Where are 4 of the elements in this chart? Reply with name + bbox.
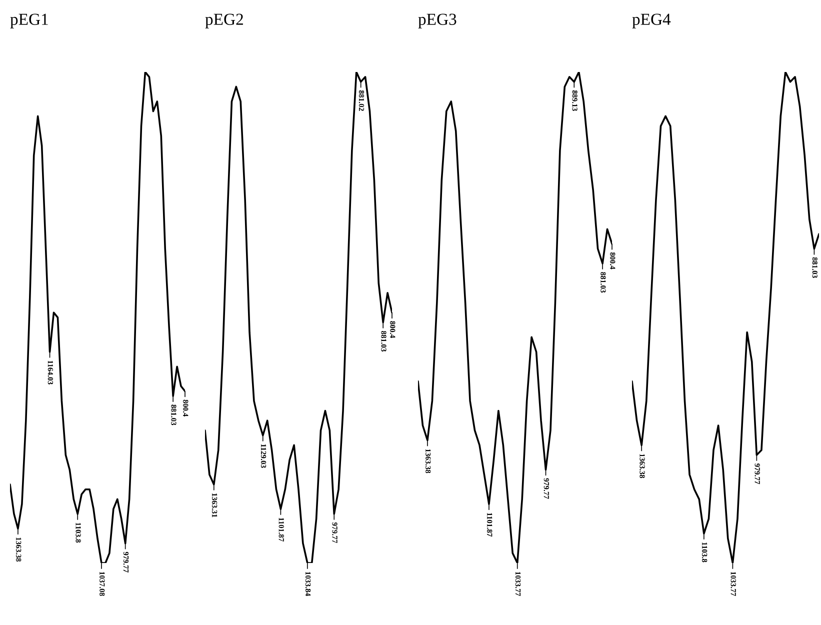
chart-title: pEG3	[418, 14, 456, 28]
chart-title: pEG1	[10, 14, 48, 28]
chart-title: pEG2	[205, 14, 243, 28]
chart-title: pEG4	[632, 14, 671, 28]
